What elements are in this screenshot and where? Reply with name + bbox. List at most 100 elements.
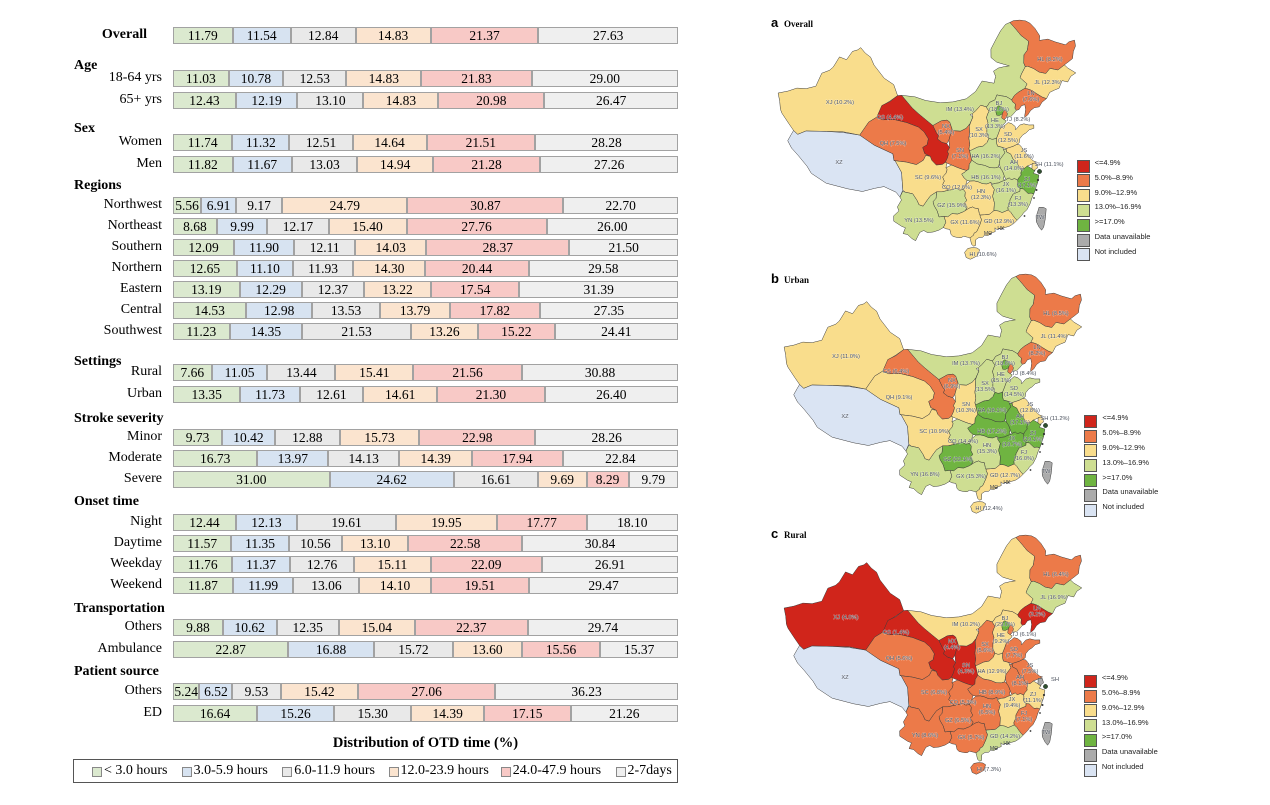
svg-text:(14.0%): (14.0%) — [1004, 166, 1024, 172]
svg-text:SC (9.6%): SC (9.6%) — [915, 175, 941, 181]
svg-text:XJ (11.0%): XJ (11.0%) — [832, 354, 860, 360]
svg-text:SH (11.2%): SH (11.2%) — [1041, 416, 1070, 422]
svg-text:XJ (4.0%): XJ (4.0%) — [834, 615, 859, 621]
svg-text:YN (13.5%): YN (13.5%) — [904, 218, 934, 224]
svg-text:HN: HN — [983, 442, 991, 448]
svg-text:IM (13.7%): IM (13.7%) — [952, 361, 980, 367]
svg-text:MO: MO — [990, 485, 998, 491]
svg-text:MO: MO — [984, 231, 992, 237]
svg-text:(18.6%): (18.6%) — [989, 107, 1009, 113]
svg-text:MO: MO — [990, 746, 998, 752]
svg-text:IM (10.2%): IM (10.2%) — [952, 622, 980, 628]
svg-text:(6.9%): (6.9%) — [944, 384, 961, 390]
svg-text:(12.5%): (12.5%) — [998, 138, 1018, 144]
svg-text:HI (10.6%): HI (10.6%) — [969, 252, 996, 258]
svg-text:JS: JS — [1027, 663, 1034, 669]
svg-text:AH: AH — [1016, 413, 1024, 419]
svg-text:BJ: BJ — [1002, 616, 1009, 622]
svg-text:XJ (10.2%): XJ (10.2%) — [826, 100, 854, 106]
svg-text:AH: AH — [1010, 160, 1018, 166]
svg-text:HB (8.9%): HB (8.9%) — [979, 690, 1005, 696]
svg-text:(6.5%): (6.5%) — [979, 711, 996, 717]
svg-text:(7.5%): (7.5%) — [1022, 670, 1039, 676]
svg-text:(7.1%): (7.1%) — [952, 154, 969, 160]
svg-text:(9.2%): (9.2%) — [993, 640, 1010, 646]
svg-text:XZ: XZ — [835, 160, 843, 166]
svg-text:TJ (8.2%): TJ (8.2%) — [1006, 117, 1031, 123]
svg-text:HA (12.9%): HA (12.9%) — [977, 669, 1006, 675]
svg-text:HL (8.5%): HL (8.5%) — [1043, 311, 1068, 317]
svg-text:HL (6.4%): HL (6.4%) — [1043, 572, 1068, 578]
svg-text:TW: TW — [1036, 215, 1045, 221]
svg-text:CQ (5.3%): CQ (5.3%) — [950, 700, 977, 706]
svg-text:QH (5.6%): QH (5.6%) — [886, 656, 913, 662]
svg-text:GX (5.7%): GX (5.7%) — [958, 735, 985, 741]
svg-text:LN: LN — [1033, 606, 1040, 612]
svg-text:JX: JX — [1009, 435, 1016, 441]
svg-text:SN: SN — [956, 148, 964, 154]
svg-text:(18.6%): (18.6%) — [995, 361, 1015, 367]
svg-text:(4.3%): (4.3%) — [958, 670, 975, 676]
svg-text:HB (16.1%): HB (16.1%) — [971, 175, 1001, 181]
svg-text:GS (1.4%): GS (1.4%) — [883, 630, 910, 636]
svg-text:FJ: FJ — [1015, 196, 1021, 202]
svg-text:GZ (22.1%): GZ (22.1%) — [943, 457, 972, 463]
svg-text:GX (11.6%): GX (11.6%) — [950, 220, 979, 226]
svg-text:GZ (6.5%): GZ (6.5%) — [945, 718, 971, 724]
svg-text:(12.3%): (12.3%) — [971, 195, 991, 201]
svg-text:SX: SX — [981, 380, 989, 386]
svg-text:GD (12.9%): GD (12.9%) — [984, 219, 1014, 225]
svg-text:SX: SX — [981, 642, 989, 648]
svg-text:(8.2%): (8.2%) — [1029, 351, 1046, 357]
svg-text:SX: SX — [975, 127, 983, 133]
svg-text:BJ: BJ — [1002, 354, 1009, 360]
svg-text:YN (8.6%): YN (8.6%) — [912, 733, 938, 739]
svg-text:AH: AH — [1016, 675, 1024, 681]
svg-text:BJ: BJ — [996, 101, 1003, 107]
svg-text:HA (18.1%): HA (18.1%) — [977, 408, 1006, 414]
svg-text:(17.1%): (17.1%) — [1017, 183, 1037, 189]
svg-text:(16.0%): (16.0%) — [1014, 456, 1034, 462]
svg-text:HN: HN — [983, 704, 991, 710]
svg-text:SD: SD — [1010, 385, 1018, 391]
svg-text:(13.3%): (13.3%) — [1008, 202, 1028, 208]
svg-text:(13.3%): (13.3%) — [985, 124, 1005, 130]
svg-text:SD: SD — [1010, 647, 1018, 653]
svg-text:ZJ: ZJ — [1030, 692, 1036, 698]
svg-text:ZJ: ZJ — [1024, 177, 1030, 183]
svg-text:JL (12.3%): JL (12.3%) — [1034, 80, 1061, 86]
svg-text:GD (14.2%): GD (14.2%) — [990, 734, 1020, 740]
svg-text:(16.1%): (16.1%) — [996, 188, 1016, 194]
svg-text:(19.7%): (19.7%) — [1002, 442, 1022, 448]
svg-text:(17.1%): (17.1%) — [1010, 420, 1030, 426]
svg-text:QH (7.5%): QH (7.5%) — [880, 141, 907, 147]
svg-text:(4.4%): (4.4%) — [944, 646, 961, 652]
svg-text:HL (8.2%): HL (8.2%) — [1037, 57, 1062, 63]
svg-text:GZ (15.9%): GZ (15.9%) — [937, 203, 966, 209]
svg-text:JS: JS — [1021, 148, 1028, 154]
svg-text:SH: SH — [1051, 677, 1059, 683]
svg-text:HN: HN — [977, 189, 985, 195]
svg-text:FJ: FJ — [1021, 449, 1027, 455]
svg-text:SN: SN — [962, 401, 970, 407]
svg-text:HI (12.4%): HI (12.4%) — [975, 506, 1002, 512]
svg-text:SN: SN — [962, 663, 970, 669]
svg-text:(15.1%): (15.1%) — [991, 378, 1011, 384]
svg-text:CQ (14.4%): CQ (14.4%) — [948, 439, 978, 445]
svg-text:(8.1%): (8.1%) — [1012, 682, 1029, 688]
svg-text:(5.6%): (5.6%) — [977, 649, 994, 655]
svg-text:CQ (12.6%): CQ (12.6%) — [942, 185, 972, 191]
svg-text:(14.5%): (14.5%) — [1004, 392, 1024, 398]
svg-text:ZJ: ZJ — [1030, 430, 1036, 436]
svg-text:YN (16.8%): YN (16.8%) — [910, 472, 940, 478]
svg-text:LN: LN — [1033, 344, 1040, 350]
svg-text:JX: JX — [1009, 697, 1016, 703]
svg-text:NX: NX — [948, 377, 956, 383]
svg-text:(7.1%): (7.1%) — [1016, 718, 1033, 724]
svg-text:GS (6.4%): GS (6.4%) — [883, 369, 910, 375]
svg-text:TJ (8.4%): TJ (8.4%) — [1012, 371, 1037, 377]
svg-text:(3.2%): (3.2%) — [1029, 613, 1046, 619]
svg-text:(19.1%): (19.1%) — [1023, 437, 1043, 443]
svg-text:NX: NX — [942, 124, 950, 130]
svg-text:HE: HE — [997, 371, 1005, 377]
